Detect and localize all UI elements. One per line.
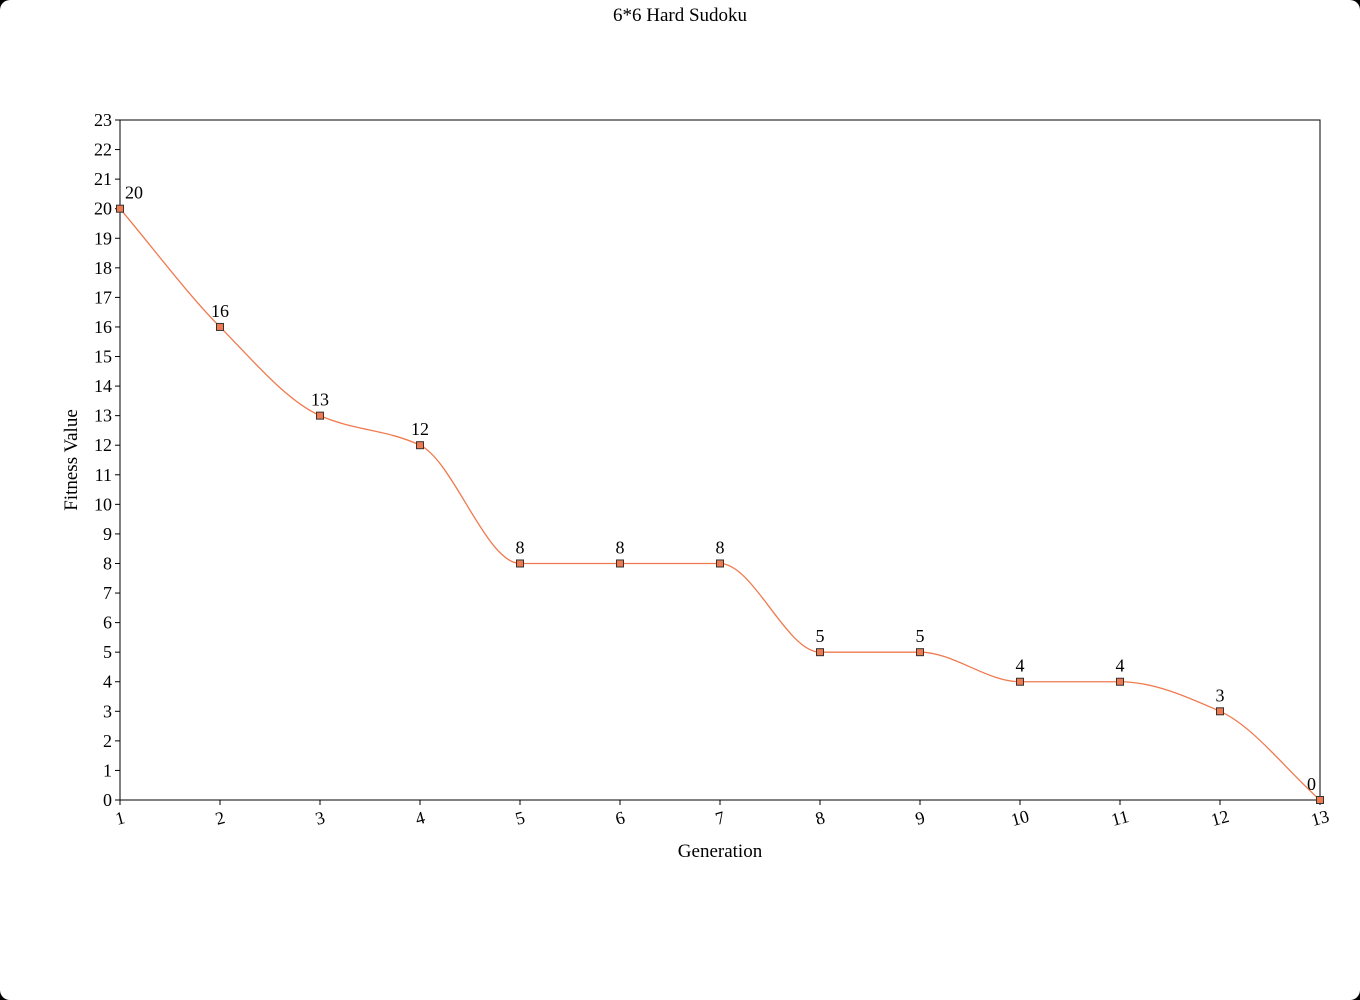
- y-tick-label: 3: [103, 701, 112, 721]
- data-label: 20: [125, 183, 143, 203]
- x-tick-label: 12: [1209, 806, 1232, 830]
- x-tick-label: 6: [613, 807, 627, 829]
- data-point-marker: [1216, 707, 1224, 716]
- data-point-marker: [116, 204, 124, 213]
- y-tick-label: 18: [94, 258, 112, 278]
- chart-title: 6*6 Hard Sudoku: [613, 5, 748, 26]
- y-tick-label: 21: [94, 169, 112, 189]
- data-point-marker: [716, 559, 724, 568]
- data-label: 0: [1307, 774, 1316, 794]
- x-axis-title: Generation: [678, 841, 763, 862]
- y-tick-label: 17: [94, 287, 112, 307]
- x-tick-label: 9: [913, 807, 927, 829]
- y-tick-label: 2: [103, 731, 112, 751]
- data-point-marker: [1016, 677, 1024, 686]
- data-point-marker: [216, 322, 224, 331]
- y-tick-label: 14: [94, 376, 112, 396]
- y-tick-label: 9: [103, 524, 112, 544]
- data-label: 8: [616, 537, 625, 557]
- plot-area-border: [119, 119, 1321, 801]
- data-label: 12: [411, 419, 429, 439]
- data-label: 3: [1216, 685, 1225, 705]
- y-tick-label: 12: [94, 435, 112, 455]
- data-label: 8: [516, 537, 525, 557]
- data-label: 16: [211, 301, 229, 321]
- y-tick-label: 6: [103, 613, 112, 633]
- data-point-marker: [416, 441, 424, 450]
- y-tick-label: 16: [94, 317, 112, 337]
- x-tick-label: 5: [513, 807, 527, 829]
- data-point-marker: [1316, 796, 1324, 804]
- y-tick-label: 19: [94, 228, 112, 248]
- data-point-marker: [816, 648, 824, 657]
- x-tick-label: 13: [1309, 806, 1332, 830]
- data-point-marker: [916, 648, 924, 657]
- y-tick-label: 13: [94, 406, 112, 426]
- data-point-marker: [616, 559, 624, 568]
- y-tick-label: 8: [103, 553, 112, 573]
- data-label: 4: [1016, 656, 1025, 676]
- x-tick-label: 11: [1109, 806, 1131, 830]
- data-label: 5: [916, 626, 925, 646]
- data-point-marker: [1116, 677, 1124, 686]
- x-tick-label: 4: [413, 807, 427, 829]
- y-tick-label: 22: [94, 140, 112, 160]
- y-tick-label: 11: [95, 465, 112, 485]
- data-point-marker: [316, 411, 324, 420]
- x-tick-label: 7: [713, 807, 727, 829]
- y-tick-label: 15: [94, 347, 112, 367]
- y-tick-label: 5: [103, 642, 112, 662]
- x-tick-label: 8: [813, 807, 827, 829]
- series-group: 20 16 13 12 8 8 8 5 5 4 4 3 0: [116, 183, 1324, 804]
- x-tick-label: 10: [1009, 806, 1032, 830]
- y-axis-title: Fitness Value: [61, 409, 82, 511]
- data-label: 8: [716, 537, 725, 557]
- y-tick-label: 23: [94, 110, 112, 130]
- y-tick-label: 7: [103, 583, 112, 603]
- series-line: [119, 208, 1321, 801]
- y-tick-label: 20: [94, 199, 112, 219]
- data-label: 5: [816, 626, 825, 646]
- x-tick-label: 1: [113, 807, 127, 829]
- y-tick-label: 4: [103, 672, 112, 692]
- y-tick-label: 1: [103, 760, 112, 780]
- x-axis: 1 2 3 4 5 6 7 8 9 10 11 12 13: [113, 800, 1331, 830]
- y-tick-label: 0: [103, 790, 112, 810]
- y-tick-label: 10: [94, 494, 112, 514]
- data-label: 4: [1116, 656, 1125, 676]
- data-point-marker: [516, 559, 524, 568]
- data-label: 13: [311, 390, 329, 410]
- x-tick-label: 2: [213, 807, 227, 829]
- x-tick-label: 3: [313, 807, 327, 829]
